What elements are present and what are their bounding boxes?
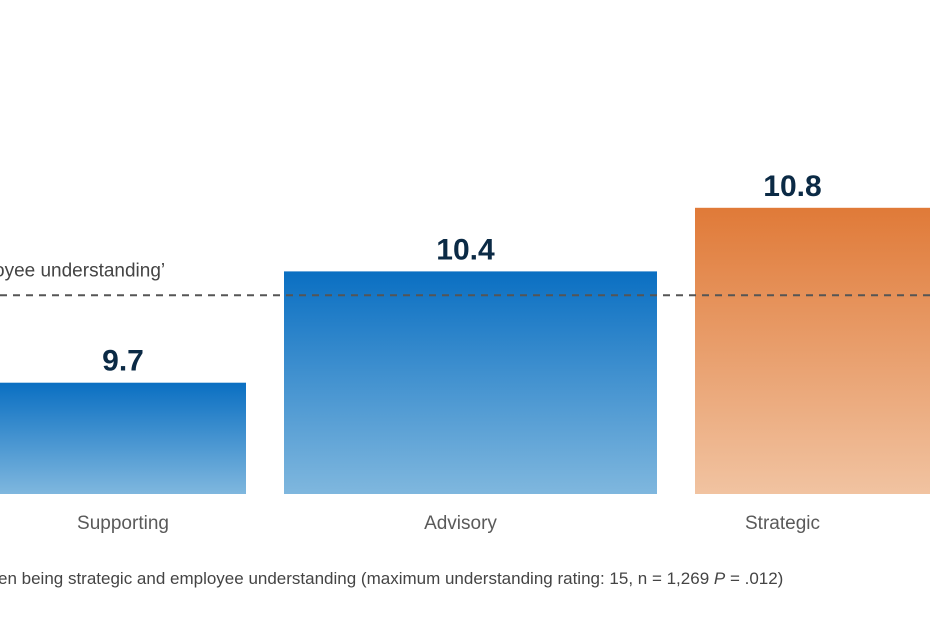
bar-strategic <box>695 207 930 495</box>
category-label-supporting: Supporting <box>77 513 169 534</box>
labels: 9.7 Supporting 10.4 Advisory 10.8 Strategic <box>77 170 822 534</box>
footnote-p-value: = .012) <box>725 569 783 588</box>
footnote: en being strategic and employee understa… <box>0 569 783 588</box>
bars <box>0 207 930 495</box>
bar-advisory <box>284 271 657 494</box>
category-label-advisory: Advisory <box>424 513 497 534</box>
footnote-p-symbol: P <box>714 569 726 588</box>
bar-value-label-supporting: 9.7 <box>102 345 144 378</box>
bar-value-label-advisory: 10.4 <box>436 233 495 266</box>
footnote-text: en being strategic and employee understa… <box>0 569 714 588</box>
reference-line-label: oyee understanding’ <box>0 260 165 281</box>
bar-value-label-strategic: 10.8 <box>763 170 821 203</box>
category-label-strategic: Strategic <box>745 513 820 534</box>
bar-supporting <box>0 382 246 494</box>
